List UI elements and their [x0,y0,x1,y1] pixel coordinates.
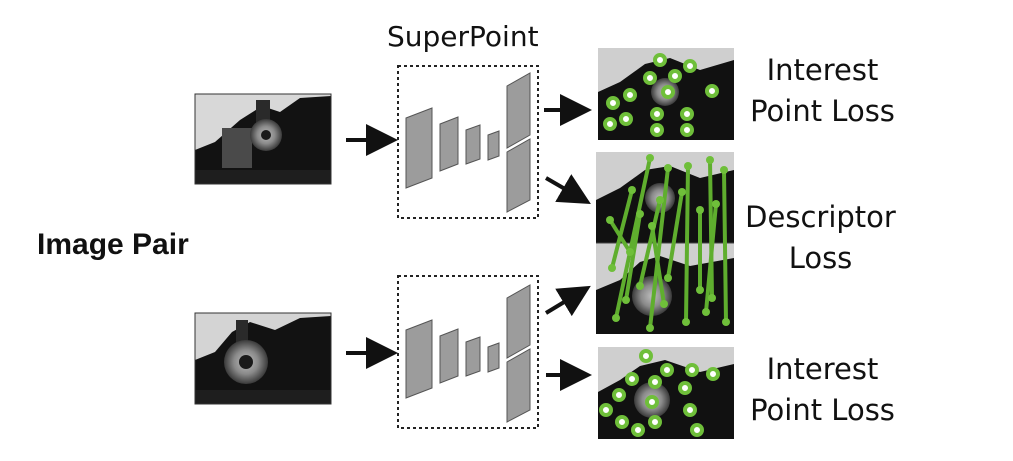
interest-loss-bottom-line1: Interest [766,352,879,386]
image-pair-label: Image Pair [37,228,189,261]
input-image-bottom [195,313,331,404]
interest-loss-top-line2: Point Loss [750,94,895,128]
descriptor-loss-label: Descriptor Loss [738,197,903,279]
output-interest-image-bottom [598,347,734,439]
superpoint-title: SuperPoint [387,20,539,53]
output-interest-image-top [598,48,734,140]
input-image-bottom-frame [194,312,332,405]
output-descriptor-image [596,152,734,334]
superpoint-box-bottom [397,275,539,429]
input-image-top-frame [194,93,332,185]
interest-loss-bottom-line2: Point Loss [750,393,895,427]
network-layers-bottom [405,284,531,423]
arrow-to-descriptor-top [544,174,591,205]
network-layers-top [405,72,531,213]
superpoint-box-top [397,65,539,219]
interest-point-loss-bottom-label: Interest Point Loss [740,349,905,431]
interest-point-loss-top-label: Interest Point Loss [740,50,905,132]
interest-loss-top-line1: Interest [766,53,879,87]
arrow-to-descriptor-bottom [544,285,591,317]
input-image-top [195,94,331,184]
descriptor-loss-line1: Descriptor [745,200,896,234]
descriptor-loss-line2: Loss [788,241,853,275]
